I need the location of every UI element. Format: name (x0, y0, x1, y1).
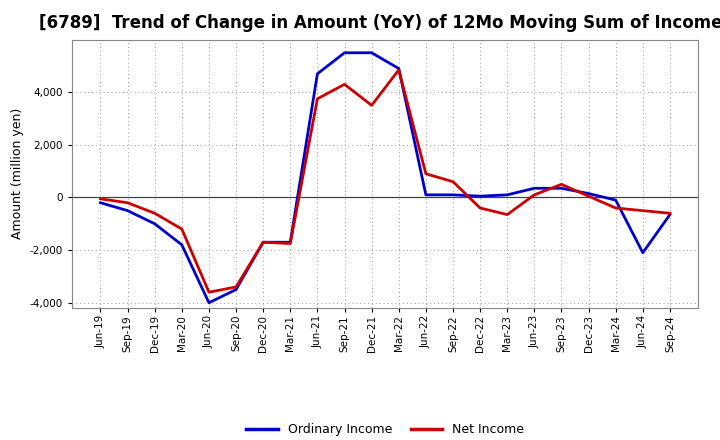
Net Income (313, 96, 322, 102)
Net Income (557, 182, 566, 187)
Net Income (367, 103, 376, 108)
Ordinary Income (123, 208, 132, 213)
Y-axis label: Amount (million yen): Amount (million yen) (12, 108, 24, 239)
Ordinary Income (639, 250, 647, 255)
Net Income (341, 82, 349, 87)
Ordinary Income (611, 198, 620, 203)
Ordinary Income (286, 239, 294, 245)
Title: [6789]  Trend of Change in Amount (YoY) of 12Mo Moving Sum of Incomes: [6789] Trend of Change in Amount (YoY) o… (38, 15, 720, 33)
Ordinary Income (449, 192, 457, 198)
Legend: Ordinary Income, Net Income: Ordinary Income, Net Income (241, 418, 529, 440)
Net Income (611, 205, 620, 211)
Net Income (665, 211, 674, 216)
Net Income (421, 171, 430, 176)
Net Income (204, 290, 213, 295)
Ordinary Income (503, 192, 511, 198)
Net Income (232, 284, 240, 290)
Net Income (584, 194, 593, 199)
Ordinary Income (476, 194, 485, 199)
Net Income (123, 200, 132, 205)
Ordinary Income (665, 212, 674, 217)
Line: Ordinary Income: Ordinary Income (101, 53, 670, 303)
Net Income (449, 179, 457, 184)
Ordinary Income (232, 287, 240, 292)
Line: Net Income: Net Income (101, 70, 670, 292)
Net Income (150, 211, 159, 216)
Ordinary Income (96, 200, 105, 205)
Ordinary Income (367, 50, 376, 55)
Ordinary Income (395, 66, 403, 71)
Ordinary Income (178, 242, 186, 247)
Ordinary Income (584, 191, 593, 196)
Ordinary Income (341, 50, 349, 55)
Ordinary Income (313, 71, 322, 77)
Ordinary Income (204, 300, 213, 305)
Net Income (259, 239, 268, 245)
Ordinary Income (421, 192, 430, 198)
Ordinary Income (557, 186, 566, 191)
Net Income (96, 196, 105, 202)
Ordinary Income (530, 186, 539, 191)
Net Income (395, 67, 403, 73)
Net Income (178, 227, 186, 232)
Net Income (530, 192, 539, 198)
Net Income (476, 205, 485, 211)
Net Income (639, 208, 647, 213)
Ordinary Income (150, 221, 159, 227)
Net Income (286, 241, 294, 246)
Net Income (503, 212, 511, 217)
Ordinary Income (259, 239, 268, 245)
